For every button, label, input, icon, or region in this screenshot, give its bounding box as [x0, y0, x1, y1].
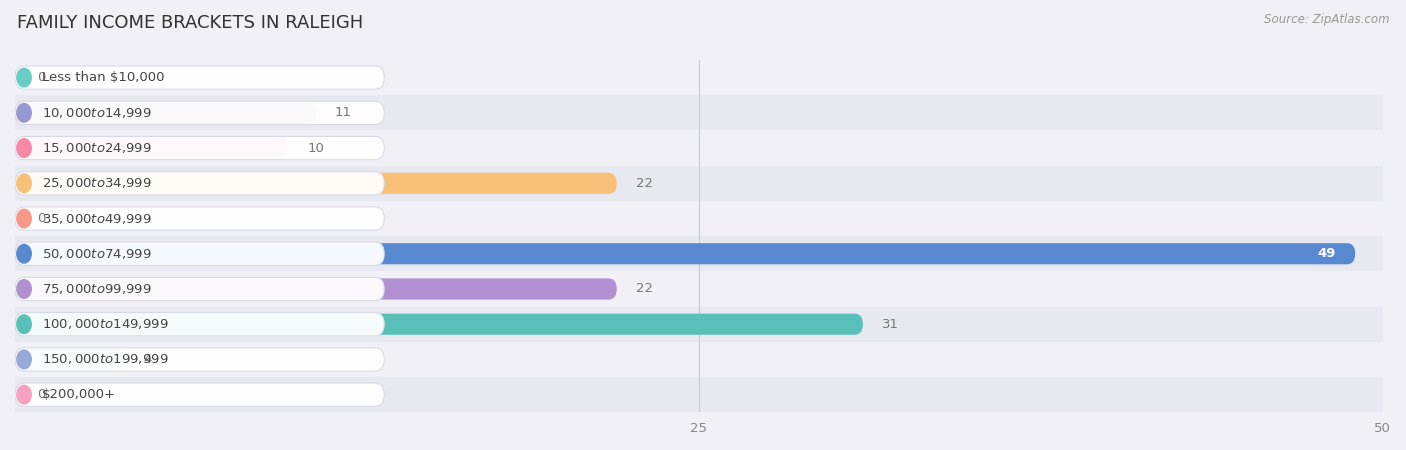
- Text: $200,000+: $200,000+: [42, 388, 117, 401]
- FancyBboxPatch shape: [15, 349, 124, 370]
- Text: $100,000 to $149,999: $100,000 to $149,999: [42, 317, 169, 331]
- Bar: [15, 377, 1382, 412]
- Circle shape: [17, 104, 31, 122]
- Text: 10: 10: [308, 142, 325, 154]
- FancyBboxPatch shape: [15, 313, 384, 336]
- Bar: [15, 201, 1382, 236]
- FancyBboxPatch shape: [15, 102, 316, 123]
- Circle shape: [17, 315, 31, 333]
- FancyBboxPatch shape: [15, 279, 617, 300]
- Text: 22: 22: [636, 283, 652, 296]
- FancyBboxPatch shape: [15, 101, 384, 125]
- Text: $75,000 to $99,999: $75,000 to $99,999: [42, 282, 152, 296]
- Circle shape: [17, 350, 31, 369]
- Text: $35,000 to $49,999: $35,000 to $49,999: [42, 212, 152, 225]
- Text: 22: 22: [636, 177, 652, 190]
- Text: $50,000 to $74,999: $50,000 to $74,999: [42, 247, 152, 261]
- Text: FAMILY INCOME BRACKETS IN RALEIGH: FAMILY INCOME BRACKETS IN RALEIGH: [17, 14, 363, 32]
- Text: $25,000 to $34,999: $25,000 to $34,999: [42, 176, 152, 190]
- FancyBboxPatch shape: [15, 138, 288, 159]
- Text: 11: 11: [335, 106, 352, 119]
- FancyBboxPatch shape: [15, 243, 1355, 264]
- FancyBboxPatch shape: [15, 66, 384, 89]
- FancyBboxPatch shape: [15, 277, 384, 301]
- FancyBboxPatch shape: [15, 173, 617, 194]
- Circle shape: [17, 174, 31, 193]
- Text: $15,000 to $24,999: $15,000 to $24,999: [42, 141, 152, 155]
- Bar: [15, 95, 1382, 130]
- Text: Source: ZipAtlas.com: Source: ZipAtlas.com: [1264, 14, 1389, 27]
- Text: 49: 49: [1317, 247, 1336, 260]
- Text: Less than $10,000: Less than $10,000: [42, 71, 165, 84]
- Circle shape: [17, 139, 31, 158]
- Circle shape: [17, 244, 31, 263]
- Bar: [15, 130, 1382, 166]
- Circle shape: [17, 385, 31, 404]
- Bar: [15, 306, 1382, 342]
- Text: 0: 0: [37, 388, 45, 401]
- FancyBboxPatch shape: [15, 136, 384, 160]
- Circle shape: [17, 280, 31, 298]
- Text: $150,000 to $199,999: $150,000 to $199,999: [42, 352, 169, 366]
- Circle shape: [17, 68, 31, 87]
- FancyBboxPatch shape: [15, 383, 384, 406]
- Bar: [15, 166, 1382, 201]
- Text: $10,000 to $14,999: $10,000 to $14,999: [42, 106, 152, 120]
- Text: 0: 0: [37, 71, 45, 84]
- FancyBboxPatch shape: [15, 348, 384, 371]
- Text: 31: 31: [882, 318, 898, 331]
- Text: 4: 4: [143, 353, 152, 366]
- Text: 0: 0: [37, 212, 45, 225]
- Bar: [15, 236, 1382, 271]
- FancyBboxPatch shape: [15, 242, 384, 266]
- FancyBboxPatch shape: [15, 207, 384, 230]
- Bar: [15, 271, 1382, 306]
- Bar: [15, 342, 1382, 377]
- FancyBboxPatch shape: [15, 171, 384, 195]
- FancyBboxPatch shape: [15, 314, 863, 335]
- Circle shape: [17, 209, 31, 228]
- Bar: [15, 60, 1382, 95]
